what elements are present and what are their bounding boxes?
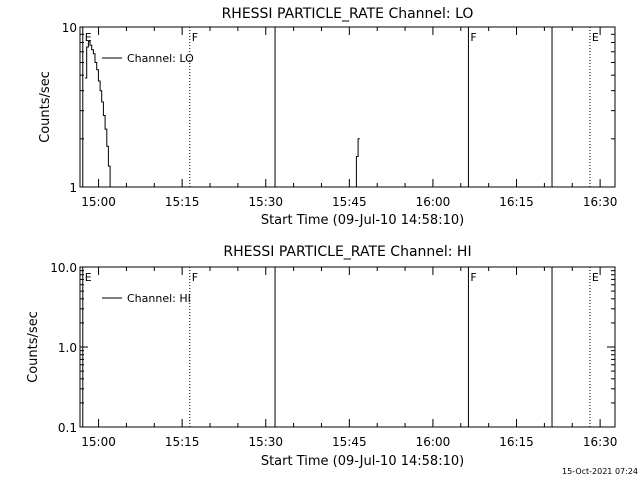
x-tick-label: 15:45 bbox=[332, 435, 367, 449]
y-tick-label: 1 bbox=[69, 181, 77, 195]
x-tick-label: 15:00 bbox=[81, 195, 116, 209]
x-tick-label: 15:15 bbox=[165, 195, 200, 209]
x-axis-label: Start Time (09-Jul-10 14:58:10) bbox=[261, 213, 464, 228]
event-label: E bbox=[85, 271, 92, 284]
event-label: E bbox=[592, 31, 599, 44]
event-label: F bbox=[470, 31, 476, 44]
x-tick-label: 16:15 bbox=[499, 195, 534, 209]
chart-title: RHESSI PARTICLE_RATE Channel: LO bbox=[222, 6, 474, 22]
event-label: E bbox=[592, 271, 599, 284]
series-line bbox=[354, 138, 360, 187]
y-tick-label: 10.0 bbox=[50, 261, 77, 275]
chart-title: RHESSI PARTICLE_RATE Channel: HI bbox=[223, 244, 471, 260]
event-label: F bbox=[192, 31, 198, 44]
x-tick-label: 16:15 bbox=[499, 435, 534, 449]
x-axis-label: Start Time (09-Jul-10 14:58:10) bbox=[261, 454, 464, 469]
x-tick-label: 16:30 bbox=[583, 435, 618, 449]
x-tick-label: 15:00 bbox=[81, 435, 116, 449]
legend-label: Channel: LO bbox=[127, 52, 194, 65]
event-lines bbox=[82, 267, 591, 427]
series-group bbox=[85, 41, 360, 187]
y-tick-label: 1.0 bbox=[58, 341, 77, 355]
x-tick-label: 15:30 bbox=[248, 195, 283, 209]
y-axis-label: Counts/sec bbox=[38, 71, 53, 143]
plot-frame bbox=[79, 266, 616, 428]
event-label: F bbox=[192, 271, 198, 284]
x-tick-label: 16:00 bbox=[416, 195, 451, 209]
x-tick-label: 15:45 bbox=[332, 195, 367, 209]
series-line bbox=[85, 41, 111, 187]
x-tick-label: 15:15 bbox=[165, 435, 200, 449]
y-tick-label: 0.1 bbox=[58, 421, 77, 435]
hi-channel-panel: RHESSI PARTICLE_RATE Channel: HI 15:00 15:… bbox=[26, 244, 618, 469]
legend-label: Channel: HI bbox=[127, 292, 191, 305]
event-lines bbox=[82, 27, 591, 187]
x-tick-label: 15:30 bbox=[248, 435, 283, 449]
plot-frame bbox=[79, 26, 616, 188]
footer-timestamp: 15-Oct-2021 07:24 bbox=[562, 467, 638, 476]
y-axis-label: Counts/sec bbox=[26, 311, 41, 383]
x-tick-label: 16:30 bbox=[583, 195, 618, 209]
x-tick-label: 16:00 bbox=[416, 435, 451, 449]
y-tick-label: 10 bbox=[62, 21, 77, 35]
event-label: E bbox=[85, 31, 92, 44]
lo-channel-panel: RHESSI PARTICLE_RATE Channel: LO 15:00 15:… bbox=[38, 6, 618, 228]
event-label: F bbox=[470, 271, 476, 284]
